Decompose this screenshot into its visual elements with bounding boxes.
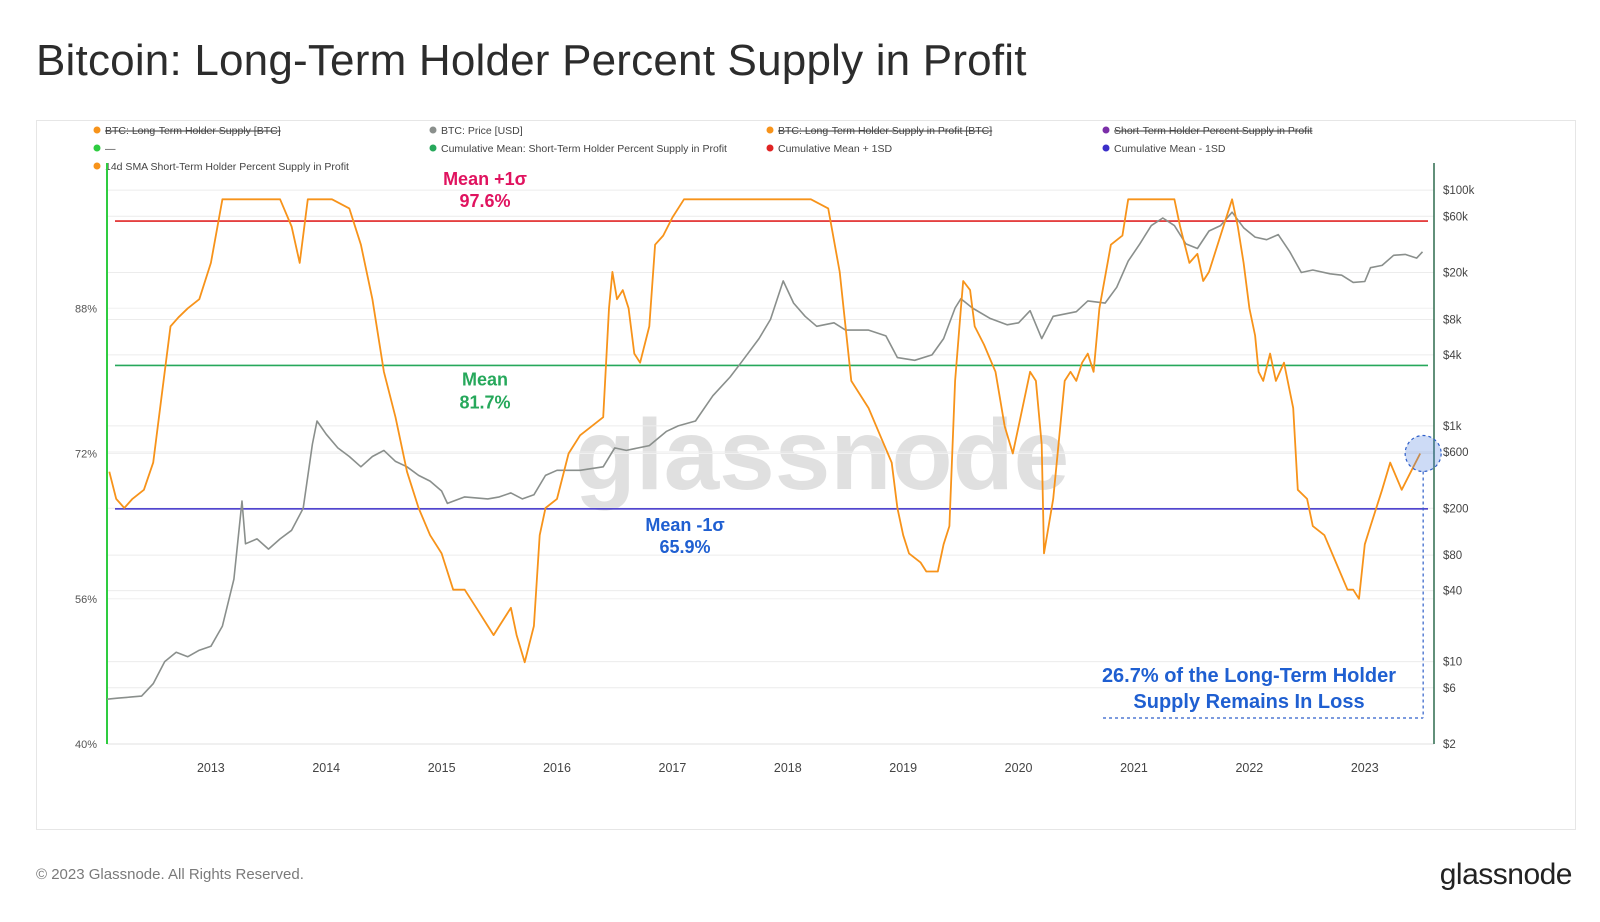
watermark: glassnode — [575, 399, 1070, 511]
y-axis-left: 88% 72% 56% 40% — [75, 163, 108, 751]
y-left-tick-label: 40% — [75, 739, 97, 751]
legend-dot — [429, 126, 437, 134]
reference-label: Mean +1σ — [443, 169, 527, 189]
highlight-circle — [1404, 434, 1442, 473]
reference-value: 65.9% — [659, 537, 710, 557]
legend-dot — [93, 162, 101, 170]
y-axis-right: $100k $60k $20k $8k $4k $1k $600 $200 $80 $40 $10 $… — [1433, 163, 1475, 751]
y-right-tick-label: $200 — [1443, 503, 1469, 515]
y-right-tick-label: $40 — [1443, 586, 1462, 598]
chart-panel: BTC: Long-Term Holder Supply [BTC] BTC: P… — [36, 120, 1576, 830]
x-tick-label: 2017 — [659, 761, 687, 775]
x-tick-label: 2023 — [1351, 761, 1379, 775]
y-right-tick-label: $600 — [1443, 447, 1469, 459]
legend-dot — [766, 144, 774, 152]
y-right-tick-label: $80 — [1443, 550, 1462, 562]
legend-label: BTC: Long-Term Holder Supply in Profit [… — [778, 125, 992, 137]
legend-label: BTC: Price [USD] — [441, 125, 523, 137]
x-tick-label: 2014 — [312, 761, 340, 775]
chart-svg: BTC: Long-Term Holder Supply [BTC] BTC: P… — [75, 125, 1475, 775]
legend-dot — [93, 126, 101, 134]
x-tick-label: 2022 — [1235, 761, 1263, 775]
annotation-text-line2: Supply Remains In Loss — [1133, 691, 1364, 713]
x-tick-label: 2019 — [889, 761, 917, 775]
y-right-tick-label: $2 — [1443, 739, 1456, 751]
legend-label: — — [105, 143, 116, 155]
reference-label: Mean -1σ — [645, 515, 724, 535]
y-right-tick-label: $6 — [1443, 683, 1456, 695]
legend-dot — [93, 144, 101, 152]
y-right-tick-label: $20k — [1443, 268, 1468, 280]
legend-label: 14d SMA Short-Term Holder Percent Supply… — [105, 161, 349, 173]
y-right-tick-label: $1k — [1443, 421, 1462, 433]
y-left-tick-label: 88% — [75, 303, 97, 315]
reference-value: 97.6% — [459, 191, 510, 211]
legend-label: BTC: Long-Term Holder Supply [BTC] — [105, 125, 281, 137]
legend-dot — [429, 144, 437, 152]
x-axis: 2013 2014 2015 2016 2017 2018 2019 2020 2021 2022… — [107, 743, 1434, 775]
x-tick-label: 2016 — [543, 761, 571, 775]
legend-dot — [1102, 144, 1110, 152]
legend: BTC: Long-Term Holder Supply [BTC] BTC: P… — [93, 125, 1312, 173]
y-left-tick-label: 56% — [75, 594, 97, 606]
series-line-percent-supply-in-profit — [108, 198, 1422, 664]
y-right-tick-label: $10 — [1443, 657, 1462, 669]
reference-label: Mean — [462, 369, 508, 389]
legend-label: Short-Term Holder Percent Supply in Prof… — [1114, 125, 1312, 137]
annotation-text-line1: 26.7% of the Long-Term Holder — [1102, 665, 1396, 687]
y-right-tick-label: $8k — [1443, 314, 1462, 326]
legend-label: Cumulative Mean: Short-Term Holder Perce… — [441, 143, 727, 155]
glassnode-logo: glassnode — [1439, 858, 1573, 891]
copyright-text: © 2023 Glassnode. All Rights Reserved. — [36, 866, 304, 883]
y-right-tick-label: $60k — [1443, 211, 1468, 223]
x-tick-label: 2018 — [774, 761, 802, 775]
reference-value: 81.7% — [459, 392, 510, 412]
legend-dot — [766, 126, 774, 134]
y-right-tick-label: $4k — [1443, 350, 1462, 362]
y-left-tick-label: 72% — [75, 449, 97, 461]
series-group — [106, 198, 1424, 700]
x-tick-label: 2021 — [1120, 761, 1148, 775]
legend-label: Cumulative Mean - 1SD — [1114, 143, 1226, 155]
annotation: 26.7% of the Long-Term Holder Supply Rema… — [1102, 434, 1442, 719]
page-title: Bitcoin: Long-Term Holder Percent Supply… — [36, 36, 1027, 85]
y-right-tick-label: $100k — [1443, 185, 1475, 197]
x-tick-label: 2020 — [1005, 761, 1033, 775]
legend-label: Cumulative Mean + 1SD — [778, 143, 893, 155]
x-tick-label: 2013 — [197, 761, 225, 775]
legend-dot — [1102, 126, 1110, 134]
x-tick-label: 2015 — [428, 761, 456, 775]
